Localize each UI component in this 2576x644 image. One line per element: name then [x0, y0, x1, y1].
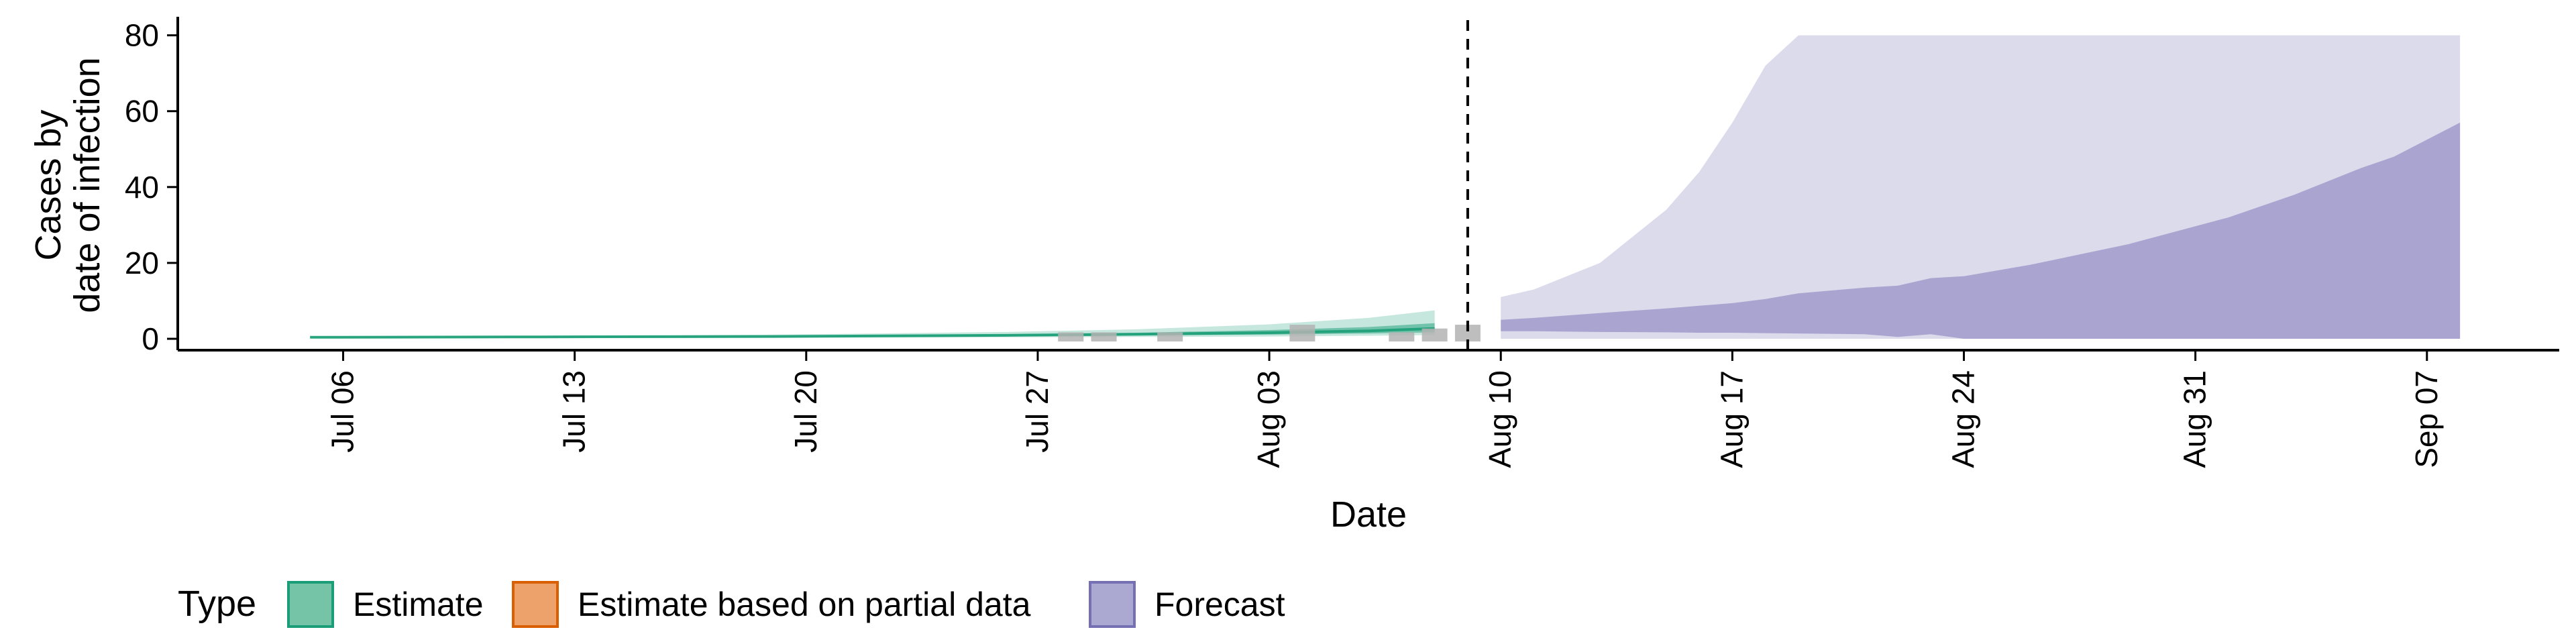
forecast-inner-band [1501, 122, 2461, 339]
estimate-outer-band [310, 310, 1435, 338]
y-tick-label: 80 [125, 18, 159, 53]
observed-cases-bar [1289, 325, 1316, 342]
legend-label-1: Estimate [353, 586, 484, 623]
y-tick-label: 0 [142, 321, 159, 356]
legend-title: Type [178, 584, 256, 624]
y-tick-label: 40 [125, 170, 159, 205]
x-axis-title: Date [1330, 494, 1407, 535]
observed-cases-bar [1058, 332, 1084, 342]
x-tick-label: Aug 24 [1946, 370, 1981, 468]
x-tick-label: Sep 07 [2409, 370, 2444, 468]
x-tick-label: Jul 13 [557, 370, 592, 453]
observed-cases-bar [1157, 332, 1183, 342]
legend-key-3 [1089, 581, 1136, 628]
observed-cases-bar [1091, 332, 1117, 342]
legend: Type Estimate Estimate based on partial d… [178, 581, 1285, 628]
x-tick-label: Jul 20 [788, 370, 823, 453]
y-axis-ticks: 0 20 40 60 80 [125, 18, 178, 356]
x-tick-label: Aug 17 [1714, 370, 1749, 468]
observed-cases-bar [1421, 328, 1448, 342]
x-tick-label: Aug 31 [2178, 370, 2212, 468]
x-tick-label: Jul 27 [1020, 370, 1055, 453]
x-axis-ticks: Jul 06 Jul 13 Jul 20 Jul 27 Aug 03 Aug 10 Aug … [325, 350, 2444, 468]
legend-label-3: Forecast [1155, 586, 1285, 623]
y-axis-title-line-2: date of infection [67, 57, 107, 313]
x-tick-label: Jul 06 [325, 370, 360, 453]
y-tick-label: 60 [125, 94, 159, 129]
plot-area [310, 35, 2461, 342]
observed-cases-bar [1389, 332, 1415, 342]
legend-label-2: Estimate based on partial data [578, 586, 1031, 623]
legend-key-1 [287, 581, 334, 628]
legend-key-2 [512, 581, 559, 628]
y-axis-title-line-1: Cases by [28, 109, 68, 260]
x-tick-label: Aug 10 [1483, 370, 1517, 468]
x-tick-label: Aug 03 [1251, 370, 1286, 468]
y-tick-label: 20 [125, 246, 159, 280]
